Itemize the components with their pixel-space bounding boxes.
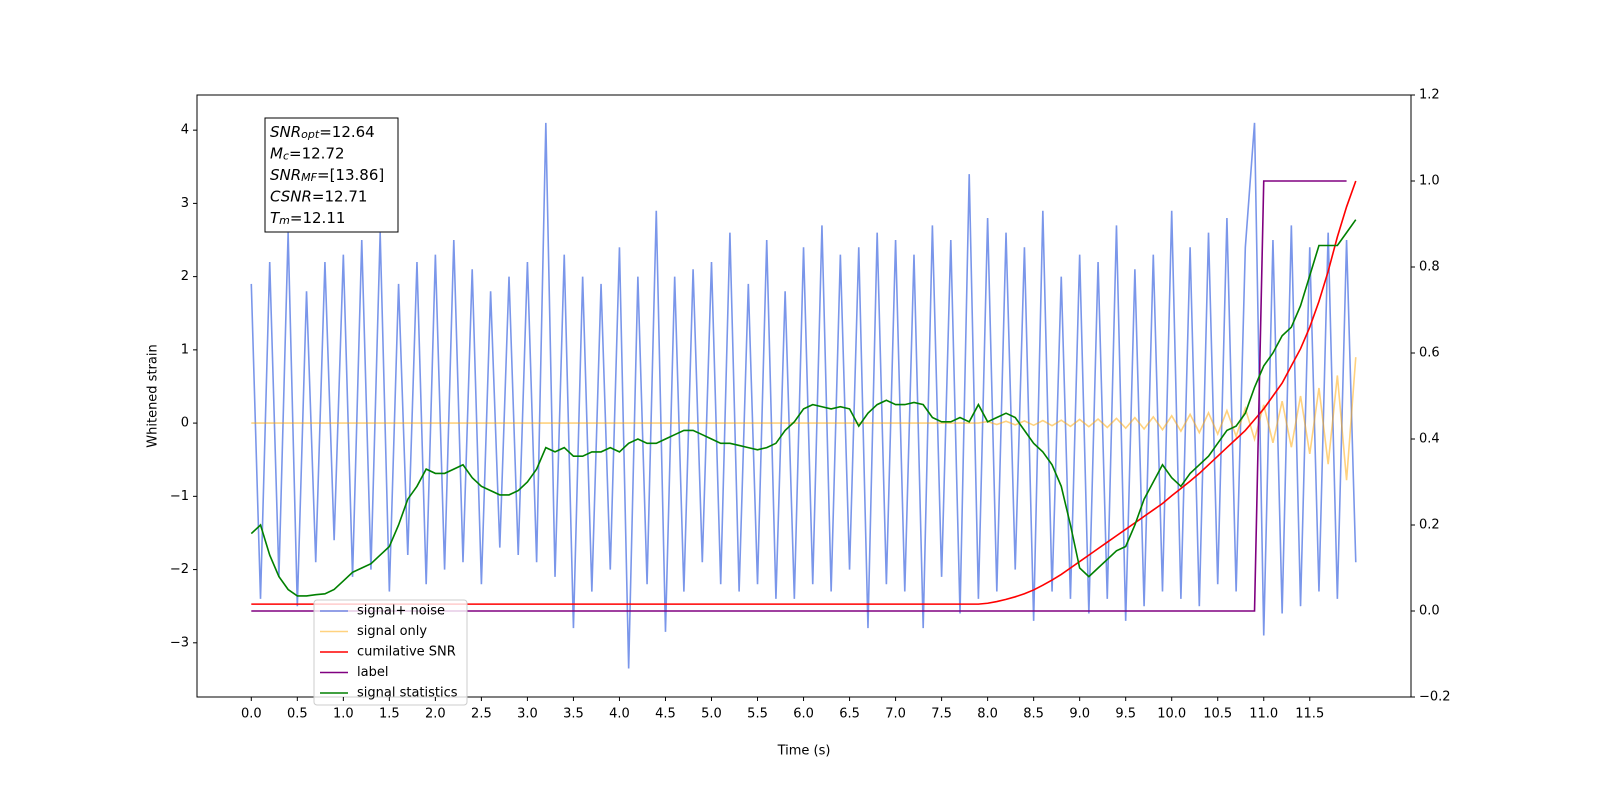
annotation-subscript: opt — [301, 128, 320, 141]
annotation-symbol: SNR — [270, 166, 301, 184]
x-tick-label: 10.0 — [1157, 707, 1186, 722]
x-tick-label: 2.5 — [471, 707, 492, 722]
y2-tick-label: 1.2 — [1419, 88, 1440, 103]
y-tick-label: −2 — [170, 562, 189, 577]
annotation-line: Mc=12.72 — [270, 144, 345, 163]
legend-label: signal only — [357, 624, 427, 639]
annotation-line: Tm=12.11 — [270, 209, 345, 228]
x-tick-label: 5.5 — [747, 707, 768, 722]
y-tick-label: −3 — [170, 635, 189, 650]
legend: signal+ noise signal only cumilative SNR la… — [313, 599, 468, 706]
y-tick-label: 4 — [181, 123, 189, 138]
annotation-symbol: SNR — [270, 123, 301, 141]
y-tick-label: 2 — [181, 269, 189, 284]
annotation-subscript: MF — [301, 171, 317, 184]
series-line — [250, 219, 1357, 597]
x-tick-label: 0.0 — [241, 707, 262, 722]
annotation-value: =12.11 — [290, 209, 346, 227]
y-tick-label: 1 — [181, 342, 189, 357]
legend-label: signal+ noise — [357, 604, 445, 619]
annotation-symbol: CSNR — [270, 187, 312, 205]
x-tick-label: 1.0 — [333, 707, 354, 722]
x-tick-label: 11.0 — [1249, 707, 1278, 722]
annotation-box: SNRopt=12.64Mc=12.72SNRMF=[13.86]CSNR=12… — [264, 117, 399, 233]
annotation-line: SNRopt=12.64 — [270, 123, 375, 142]
series-line — [251, 357, 1357, 481]
x-tick-label: 10.5 — [1203, 707, 1232, 722]
y2-tick-label: 0.0 — [1419, 604, 1440, 619]
x-tick-label: 8.0 — [977, 707, 998, 722]
x-tick-label: 1.5 — [379, 707, 400, 722]
legend-label: signal statistics — [357, 686, 458, 701]
y2-tick-label: −0.2 — [1419, 690, 1451, 705]
annotation-value: =12.64 — [319, 123, 375, 141]
legend-label: cumilative SNR — [357, 645, 456, 660]
x-tick-label: 0.5 — [287, 707, 308, 722]
x-tick-label: 3.5 — [563, 707, 584, 722]
annotation-symbol: M — [270, 144, 283, 162]
x-tick-label: 11.5 — [1295, 707, 1324, 722]
y2-tick-label: 0.8 — [1419, 260, 1440, 275]
annotation-value: =12.72 — [289, 144, 345, 162]
y-tick-label: 0 — [181, 416, 189, 431]
annotation-frame — [264, 117, 399, 233]
x-tick-label: 9.0 — [1069, 707, 1090, 722]
x-tick-label: 7.0 — [885, 707, 906, 722]
x-tick-label: 9.5 — [1115, 707, 1136, 722]
annotation-value: =[13.86] — [317, 166, 384, 184]
series-line — [250, 122, 1357, 669]
x-axis-label: Time (s) — [777, 744, 831, 759]
y2-tick-label: 0.6 — [1419, 346, 1440, 361]
legend-frame — [313, 599, 468, 706]
x-tick-label: 6.5 — [839, 707, 860, 722]
x-tick-label: 6.0 — [793, 707, 814, 722]
annotation-subscript: m — [279, 214, 290, 227]
x-tick-label: 4.0 — [609, 707, 630, 722]
y2-tick-label: 0.2 — [1419, 518, 1440, 533]
y2-tick-label: 1.0 — [1419, 174, 1440, 189]
y-tick-label: −1 — [170, 489, 189, 504]
legend-label: label — [357, 665, 388, 680]
y2-tick-label: 0.4 — [1419, 432, 1440, 447]
annotation-value: =12.71 — [312, 187, 368, 205]
y-tick-label: 3 — [181, 196, 189, 211]
x-tick-label: 5.0 — [701, 707, 722, 722]
x-tick-label: 7.5 — [931, 707, 952, 722]
x-tick-label: 3.0 — [517, 707, 538, 722]
annotation-subscript: c — [283, 150, 289, 163]
annotation-symbol: T — [270, 209, 281, 227]
x-tick-label: 8.5 — [1023, 707, 1044, 722]
y-axis-label: Whitened strain — [146, 344, 161, 447]
x-tick-label: 2.0 — [425, 707, 446, 722]
annotation-line: SNRMF=[13.86] — [270, 166, 384, 185]
x-tick-label: 4.5 — [655, 707, 676, 722]
annotation-line: CSNR=12.71 — [270, 187, 367, 205]
